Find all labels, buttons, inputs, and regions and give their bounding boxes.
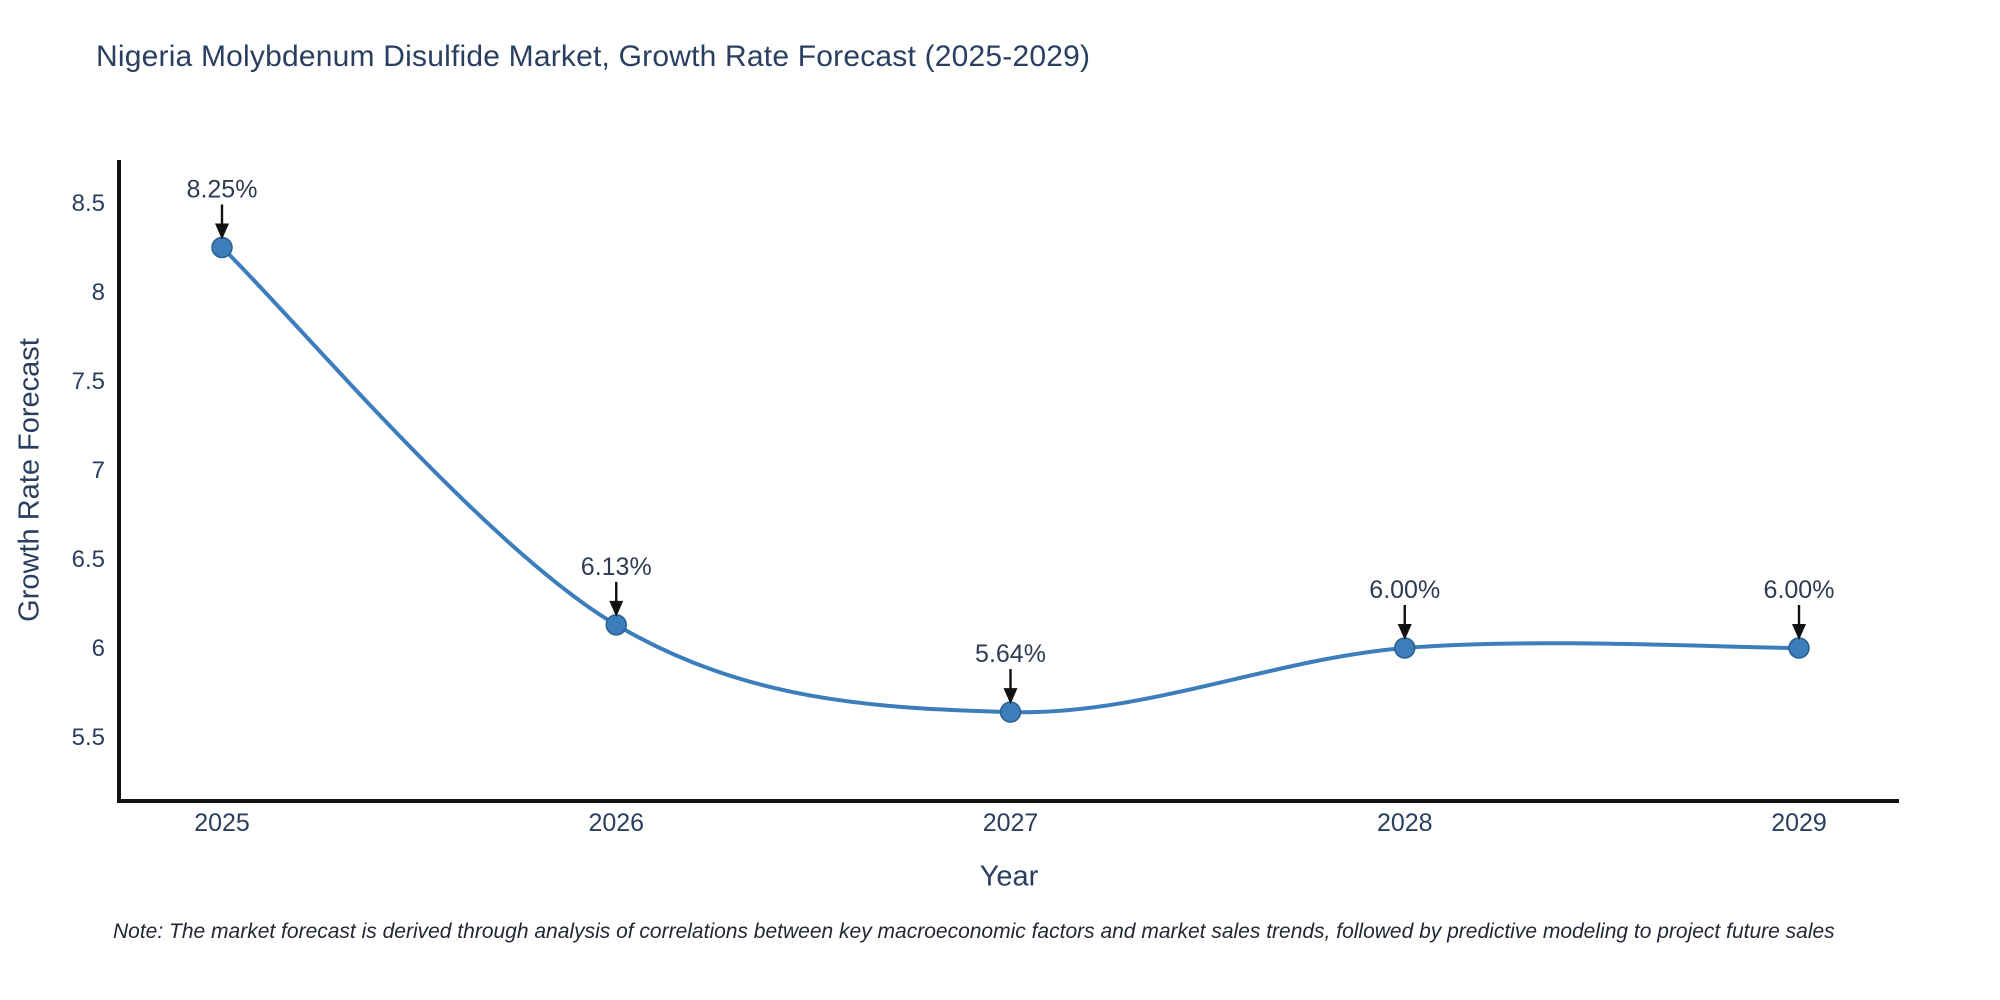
data-point-marker-2029[interactable]: [1788, 637, 1810, 659]
x-tick-label-2028: 2028: [1377, 809, 1433, 837]
y-tick-label-5.5: 5.5: [72, 724, 105, 751]
data-point-label-2025: 8.25%: [187, 176, 258, 204]
x-tick-label-2026: 2026: [588, 809, 644, 837]
data-point-label-2028: 6.00%: [1369, 576, 1440, 604]
forecast-line: [220, 245, 1801, 715]
data-point-label-2026: 6.13%: [581, 553, 652, 581]
y-tick-label-7: 7: [92, 457, 105, 484]
x-tick-label-2027: 2027: [983, 809, 1039, 837]
data-point-label-2027: 5.64%: [975, 640, 1046, 668]
annotation-arrowhead-icon: [215, 223, 229, 240]
y-tick-label-8.5: 8.5: [72, 190, 105, 217]
y-tick-label-7.5: 7.5: [72, 368, 105, 395]
x-axis-title: Year: [979, 860, 1039, 893]
y-tick-label-8: 8: [92, 279, 105, 306]
data-point-marker-2026[interactable]: [605, 614, 627, 636]
annotation-arrowhead-icon: [609, 600, 624, 617]
x-tick-label-2025: 2025: [194, 809, 250, 837]
chart-title: Nigeria Molybdenum Disulfide Market, Gro…: [96, 40, 1091, 73]
data-point-label-2029: 6.00%: [1764, 576, 1835, 604]
x-tick-label-2029: 2029: [1771, 809, 1827, 837]
data-point-marker-2027[interactable]: [999, 701, 1022, 723]
y-tick-label-6.5: 6.5: [72, 546, 105, 573]
data-point-marker-2028[interactable]: [1394, 637, 1416, 659]
annotation-arrowhead-icon: [1397, 624, 1412, 640]
y-tick-label-6: 6: [92, 635, 105, 662]
y-axis-title: Growth Rate Forecast: [13, 338, 46, 622]
annotation-arrowhead-icon: [1792, 624, 1806, 640]
footnote: Note: The market forecast is derived thr…: [113, 920, 1835, 943]
data-point-marker-2025[interactable]: [211, 236, 233, 259]
annotation-arrowhead-icon: [1003, 688, 1018, 705]
